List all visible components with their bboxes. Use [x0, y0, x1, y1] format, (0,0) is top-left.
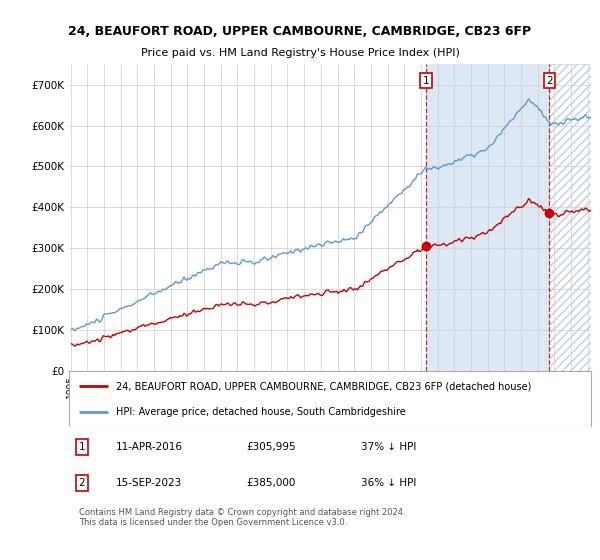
Text: 11-APR-2016: 11-APR-2016 — [116, 442, 183, 452]
Bar — [550, 64, 596, 371]
Bar — [426, 64, 550, 371]
Text: HPI: Average price, detached house, South Cambridgeshire: HPI: Average price, detached house, Sout… — [116, 407, 406, 417]
Text: 37% ↓ HPI: 37% ↓ HPI — [361, 442, 416, 452]
Text: 2: 2 — [546, 76, 553, 86]
Text: Price paid vs. HM Land Registry's House Price Index (HPI): Price paid vs. HM Land Registry's House … — [140, 48, 460, 58]
Bar — [550, 64, 596, 371]
Text: 15-SEP-2023: 15-SEP-2023 — [116, 478, 182, 488]
Text: £385,000: £385,000 — [247, 478, 296, 488]
Text: 36% ↓ HPI: 36% ↓ HPI — [361, 478, 416, 488]
Text: £305,995: £305,995 — [247, 442, 296, 452]
Text: 1: 1 — [422, 76, 429, 86]
Text: 1: 1 — [79, 442, 85, 452]
Text: 24, BEAUFORT ROAD, UPPER CAMBOURNE, CAMBRIDGE, CB23 6FP: 24, BEAUFORT ROAD, UPPER CAMBOURNE, CAMB… — [68, 25, 532, 38]
Text: 24, BEAUFORT ROAD, UPPER CAMBOURNE, CAMBRIDGE, CB23 6FP (detached house): 24, BEAUFORT ROAD, UPPER CAMBOURNE, CAMB… — [116, 381, 532, 391]
Text: Contains HM Land Registry data © Crown copyright and database right 2024.
This d: Contains HM Land Registry data © Crown c… — [79, 508, 406, 528]
Text: 2: 2 — [79, 478, 85, 488]
